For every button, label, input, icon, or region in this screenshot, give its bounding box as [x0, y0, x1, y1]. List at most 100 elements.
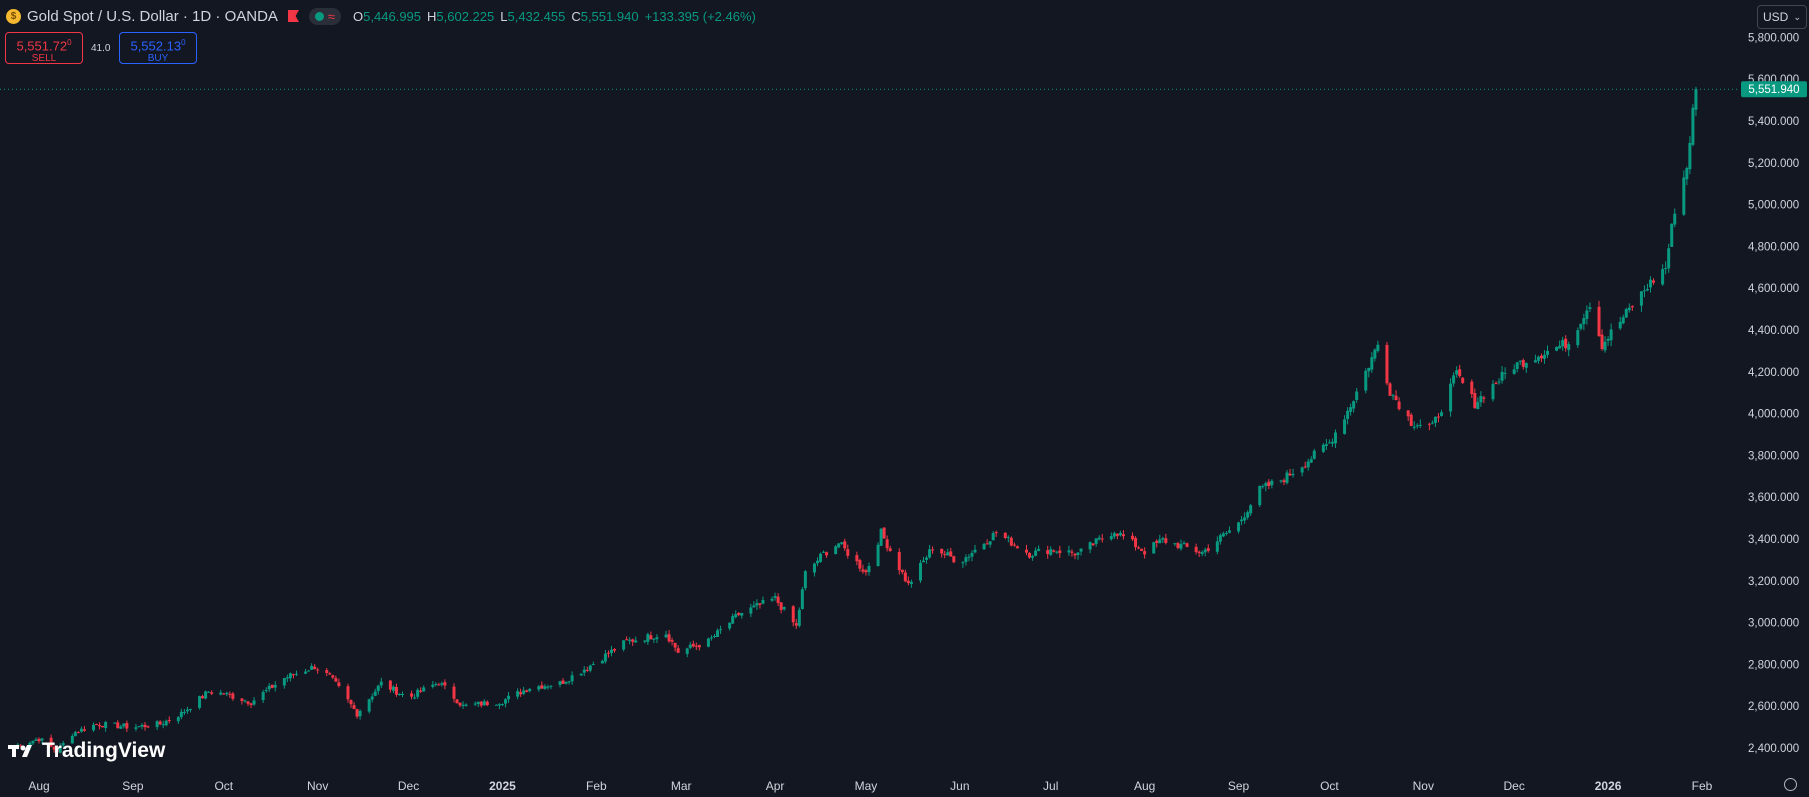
y-tick-label: 3,200.000 — [1748, 576, 1799, 588]
x-tick-label: Feb — [586, 779, 607, 793]
candle-body — [522, 690, 526, 694]
candle-body — [479, 701, 483, 706]
candle-body — [464, 704, 468, 706]
candle-body — [858, 559, 862, 569]
settings-gear-icon[interactable] — [1784, 778, 1797, 791]
candle-body — [388, 680, 392, 690]
candle-body — [697, 645, 701, 648]
candle-body — [949, 551, 953, 557]
candle-body — [373, 691, 377, 696]
candle-body — [1327, 442, 1331, 444]
candle-body — [352, 705, 356, 709]
candle-body — [1539, 355, 1543, 359]
candle-body — [1397, 401, 1401, 410]
candle-body — [591, 664, 595, 666]
candle-body — [494, 704, 498, 706]
candle-body — [76, 732, 80, 734]
candle-body — [400, 694, 404, 696]
candle-body — [219, 692, 223, 695]
candle-body — [685, 648, 689, 654]
candle-body — [1261, 486, 1265, 488]
candle-body — [1282, 480, 1286, 483]
wave-icon: ≈ — [327, 8, 336, 24]
candle-body — [179, 711, 183, 718]
candle-body — [1270, 480, 1274, 486]
candle-body — [1661, 269, 1665, 285]
candle-body — [1025, 549, 1029, 553]
candle-body — [585, 669, 589, 671]
candle-body — [285, 677, 289, 679]
candle-body — [1455, 370, 1459, 375]
candle-body — [394, 687, 398, 695]
candle-body — [410, 693, 414, 697]
candle-body — [1473, 393, 1477, 409]
y-tick-label: 2,600.000 — [1748, 701, 1799, 713]
candle-body — [222, 693, 226, 695]
candle-body — [1291, 474, 1295, 476]
candle-body — [349, 699, 353, 705]
candle-body — [264, 690, 268, 692]
candle-body — [1430, 422, 1434, 424]
candle-body — [434, 683, 438, 685]
candle-body — [1373, 349, 1377, 359]
candle-body — [1028, 553, 1032, 558]
candle-body — [288, 673, 292, 679]
x-tick-label: Aug — [1134, 779, 1155, 793]
candle-body — [1412, 426, 1416, 428]
candle-body — [1691, 107, 1695, 145]
candle-body — [1367, 367, 1371, 372]
market-status-pill[interactable]: ≈ — [308, 7, 342, 25]
symbol-title[interactable]: Gold Spot / U.S. Dollar · 1D · OANDA — [27, 7, 278, 25]
candle-body — [952, 556, 956, 563]
candle-body — [201, 696, 205, 699]
candle-body — [267, 685, 271, 690]
candle-body — [1561, 340, 1565, 347]
candle-body — [634, 640, 638, 643]
candle-body — [182, 712, 186, 714]
candle-body — [740, 612, 744, 616]
last-price-badge — [1741, 81, 1807, 98]
candle-body — [1161, 538, 1165, 540]
candle-body — [1376, 344, 1380, 351]
candle-body — [603, 653, 607, 662]
candle-body — [1215, 541, 1219, 552]
candle-body — [210, 692, 214, 694]
candle-body — [825, 552, 829, 556]
candle-body — [579, 673, 583, 676]
buy-button[interactable]: 5,552.130 BUY — [119, 32, 197, 64]
candle-body — [543, 686, 547, 689]
sell-button[interactable]: 5,551.720 SELL — [5, 32, 83, 64]
candle-body — [1491, 383, 1495, 400]
symbol-header: $ Gold Spot / U.S. Dollar · 1D · OANDA ≈… — [6, 6, 756, 26]
y-tick-label: 2,800.000 — [1748, 659, 1799, 671]
candle-body — [161, 724, 165, 726]
currency-select[interactable]: USD ⌄ — [1757, 5, 1807, 29]
candle-body — [1500, 371, 1504, 381]
candle-body — [358, 710, 362, 717]
candle-body — [782, 607, 786, 610]
candle-body — [1427, 423, 1431, 425]
candle-body — [606, 652, 610, 654]
candle-body — [840, 542, 844, 544]
change-value: +133.395 (+2.46%) — [644, 8, 756, 24]
candle-body — [694, 645, 698, 647]
candle-body — [1330, 441, 1334, 444]
open-value: 5,446.995 — [363, 8, 422, 24]
candle-body — [1618, 321, 1622, 329]
candle-body — [164, 720, 168, 726]
x-tick-label: Dec — [1504, 779, 1525, 793]
x-tick-label: Oct — [1320, 779, 1339, 793]
candle-body — [1343, 419, 1347, 434]
candle-body — [667, 634, 671, 642]
candle-body — [1052, 550, 1056, 552]
candle-body — [1458, 369, 1462, 377]
candle-body — [822, 551, 826, 553]
candle-body — [331, 675, 335, 678]
candle-body — [391, 686, 395, 691]
candle-body — [1524, 362, 1528, 368]
flag-icon[interactable] — [287, 10, 299, 22]
y-tick-label: 4,400.000 — [1748, 325, 1799, 337]
candle-body — [906, 580, 910, 584]
candle-body — [570, 675, 574, 682]
